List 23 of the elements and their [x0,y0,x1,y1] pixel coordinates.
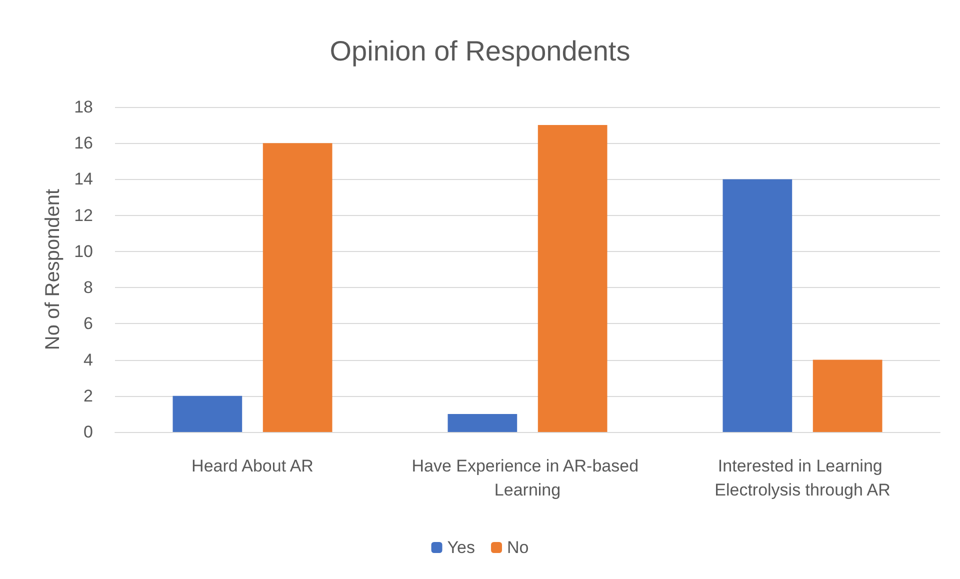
x-tick-label: Heard About AR [192,456,314,476]
y-tick-label: 2 [84,386,93,406]
legend-label: No [507,538,529,557]
x-tick-label: Have Experience in AR-based Learning [412,456,644,500]
y-tick-label: 6 [84,314,93,334]
legend-label: Yes [447,538,475,557]
bar [538,125,608,432]
y-tick-label: 18 [74,98,93,116]
x-tick-label: Interested in Learning Electrolysis through AR [714,456,890,500]
bar [722,179,792,432]
y-tick-label: 8 [84,278,93,298]
y-tick-label: 10 [74,242,93,261]
bar [172,396,242,432]
y-tick-label: 12 [74,206,93,225]
bar [812,360,882,432]
bar [262,143,332,432]
y-tick-label: 14 [74,170,93,189]
y-tick-label: 16 [74,134,93,153]
y-tick-label: 0 [84,422,93,442]
chart-title: Opinion of Respondents [330,36,630,66]
y-axis-title: No of Respondent [42,188,64,350]
y-tick-label: 4 [84,350,93,370]
bar [448,414,518,432]
